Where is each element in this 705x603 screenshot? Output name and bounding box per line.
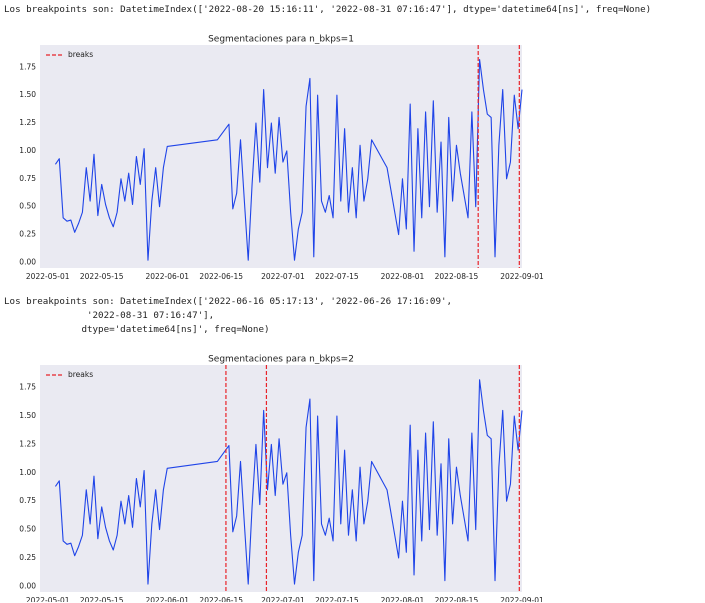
y-tick-label: 1.75 bbox=[19, 383, 36, 392]
x-tick-label: 2022-05-15 bbox=[80, 272, 124, 281]
x-tick-label: 2022-05-01 bbox=[26, 272, 70, 281]
y-tick-label: 0.00 bbox=[19, 581, 36, 590]
cell-output: Los breakpoints son: DatetimeIndex(['202… bbox=[4, 3, 651, 17]
x-tick-label: 2022-06-01 bbox=[145, 272, 189, 281]
x-tick-label: 2022-07-01 bbox=[261, 272, 305, 281]
y-tick-label: 1.25 bbox=[19, 439, 36, 448]
chart-title: Segmentaciones para n_bkps=1 bbox=[208, 35, 354, 45]
y-tick-label: 0.50 bbox=[19, 525, 36, 534]
y-tick-label: 0.75 bbox=[19, 496, 36, 505]
x-tick-label: 2022-07-15 bbox=[315, 596, 359, 602]
chart: Segmentaciones para n_bkps=1 0.00 0.25 0.50… bbox=[19, 35, 544, 282]
output-line: dtype='datetime64[ns]', freq=None) bbox=[4, 324, 270, 335]
y-tick-label: 1.50 bbox=[19, 90, 36, 99]
x-tick-label: 2022-07-01 bbox=[261, 596, 305, 602]
legend: breaks bbox=[46, 50, 93, 59]
y-tick-label: 0.75 bbox=[19, 174, 36, 183]
x-tick-label: 2022-06-15 bbox=[199, 272, 243, 281]
chart-title: Segmentaciones para n_bkps=2 bbox=[208, 355, 354, 365]
y-tick-label: 1.25 bbox=[19, 118, 36, 127]
chart: Segmentaciones para n_bkps=2 0.00 0.25 0.50… bbox=[19, 355, 544, 603]
y-tick-label: 0.25 bbox=[19, 553, 36, 562]
x-tick-label: 2022-06-01 bbox=[145, 596, 189, 602]
x-tick-label: 2022-07-15 bbox=[315, 272, 359, 281]
x-tick-label: 2022-08-15 bbox=[435, 272, 479, 281]
y-tick-label: 1.00 bbox=[19, 468, 36, 477]
plot-area bbox=[40, 365, 522, 592]
x-tick-label: 2022-05-15 bbox=[80, 596, 124, 602]
legend: breaks bbox=[46, 370, 93, 379]
y-tick-label: 1.75 bbox=[19, 62, 36, 71]
legend-label: breaks bbox=[68, 50, 93, 59]
y-tick-label: 0.00 bbox=[19, 257, 36, 266]
x-tick-label: 2022-08-01 bbox=[381, 596, 425, 602]
output-line: Los breakpoints son: DatetimeIndex(['202… bbox=[4, 296, 453, 307]
x-tick-label: 2022-08-15 bbox=[435, 596, 479, 602]
plot-area bbox=[40, 45, 522, 268]
x-tick-label: 2022-08-01 bbox=[381, 272, 425, 281]
y-tick-label: 1.00 bbox=[19, 146, 36, 155]
x-tick-label: 2022-09-01 bbox=[500, 272, 544, 281]
x-tick-label: 2022-09-01 bbox=[500, 596, 544, 602]
legend-label: breaks bbox=[68, 370, 93, 379]
y-tick-label: 0.25 bbox=[19, 230, 36, 239]
output-line: Los breakpoints son: DatetimeIndex(['202… bbox=[4, 4, 652, 15]
x-tick-label: 2022-05-01 bbox=[26, 596, 70, 602]
x-tick-label: 2022-06-15 bbox=[199, 596, 243, 602]
line-series bbox=[54, 379, 523, 585]
y-tick-label: 1.50 bbox=[19, 411, 36, 420]
line-series bbox=[54, 58, 523, 261]
cell-output: Los breakpoints son: DatetimeIndex(['202… bbox=[4, 295, 452, 337]
output-line: '2022-08-31 07:16:47'], bbox=[4, 310, 215, 321]
y-tick-label: 0.50 bbox=[19, 202, 36, 211]
